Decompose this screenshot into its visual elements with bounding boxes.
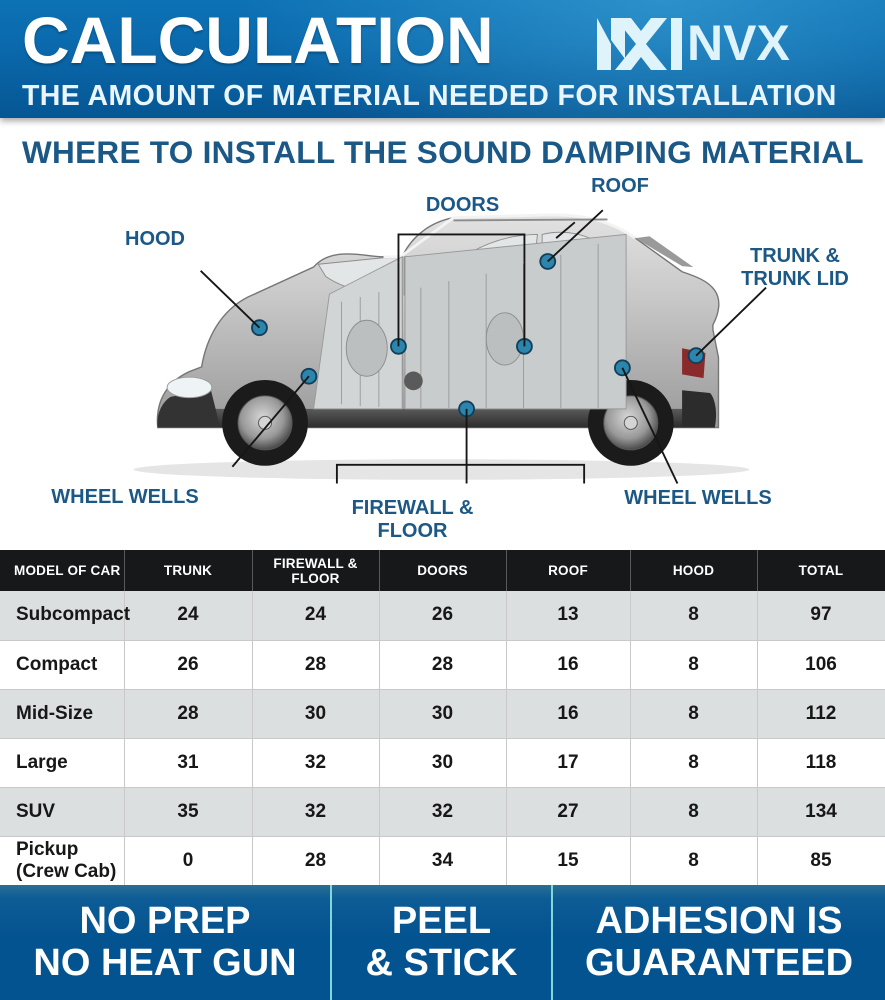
svg-text:NVX: NVX [687,15,790,71]
